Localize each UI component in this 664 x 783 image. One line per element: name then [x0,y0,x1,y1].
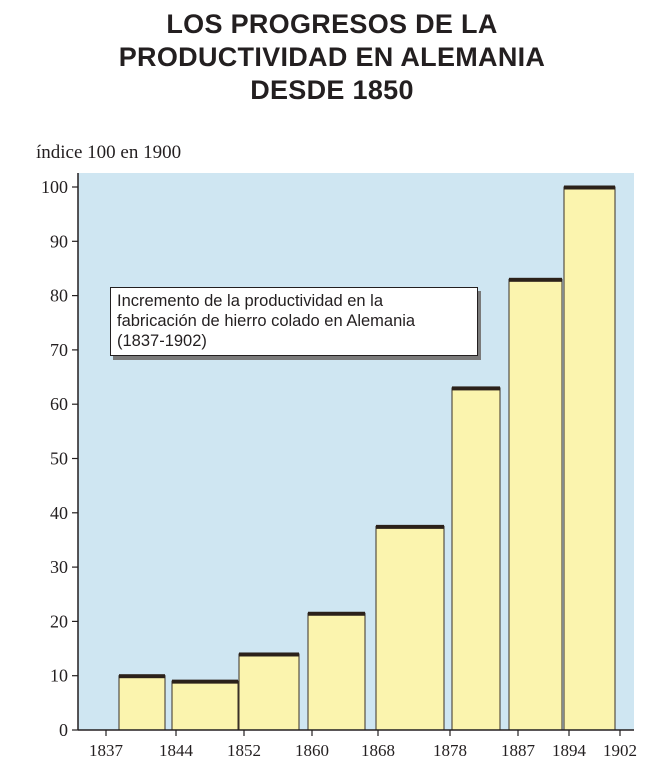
bar-top-1844-1852 [172,679,238,684]
x-tick-label-1860: 1860 [295,741,329,760]
annotation-line-1: Incremento de la productividad en la [117,292,383,310]
y-tick-label-70: 70 [50,340,68,360]
y-tick-label-20: 20 [50,611,68,631]
bar-1887-1894 [508,278,563,731]
annotation-line-3: (1837-1902) [117,332,207,350]
bar-1894-1902 [563,186,616,731]
bar-1878-1887 [451,387,501,731]
x-ticks-group: 1837 1844 1852 1860 1868 1878 1887 1894 1902 [89,730,637,760]
y-tick-label-50: 50 [50,449,68,469]
x-tick-label-1902: 1902 [603,741,637,760]
bar-1868-1878 [375,525,445,731]
x-tick-label-1878: 1878 [433,741,467,760]
y-tick-label-0: 0 [59,720,68,740]
x-tick-label-1837: 1837 [89,741,124,760]
chart-annotation-box: Incremento de la productividad en la fab… [110,287,478,356]
title-line-2: PRODUCTIVIDAD EN ALEMANIA [118,42,546,72]
x-tick-label-1887: 1887 [501,741,536,760]
x-tick-label-1868: 1868 [361,741,395,760]
bars-group [118,185,616,731]
bar-top-1837-1844 [119,674,165,679]
bar-top-1887-1894 [509,277,562,282]
bar-1844-1852 [171,680,239,731]
y-tick-label-30: 30 [50,557,68,577]
y-tick-label-100: 100 [41,177,68,197]
title-line-3: DESDE 1850 [250,75,414,105]
y-tick-label-10: 10 [50,666,68,686]
y-ticks-group: 0 10 20 30 40 50 60 70 80 90 100 [41,177,78,740]
y-tick-label-90: 90 [50,231,68,251]
y-axis-label: índice 100 en 1900 [36,142,182,163]
title-line-1: LOS PROGRESOS DE LA [166,9,498,39]
x-tick-label-1844: 1844 [159,741,194,760]
y-tick-label-40: 40 [50,503,68,523]
x-tick-label-1894: 1894 [552,741,587,760]
annotation-line-2: fabricación de hierro colado en Alemania [117,312,416,330]
bar-top-1868-1878 [376,524,444,529]
bar-top-1894-1902 [564,185,615,190]
chart-title: LOS PROGRESOS DE LA PRODUCTIVIDAD EN ALE… [0,8,664,107]
bar-top-1852-1860 [239,652,299,657]
bar-1860-1868 [307,612,366,731]
x-tick-label-1852: 1852 [227,741,261,760]
y-tick-label-80: 80 [50,286,68,306]
bar-1837-1844 [118,675,166,731]
bar-1852-1860 [238,653,300,731]
y-tick-label-60: 60 [50,394,68,414]
bar-top-1878-1887 [452,386,500,391]
bar-top-1860-1868 [308,611,365,616]
